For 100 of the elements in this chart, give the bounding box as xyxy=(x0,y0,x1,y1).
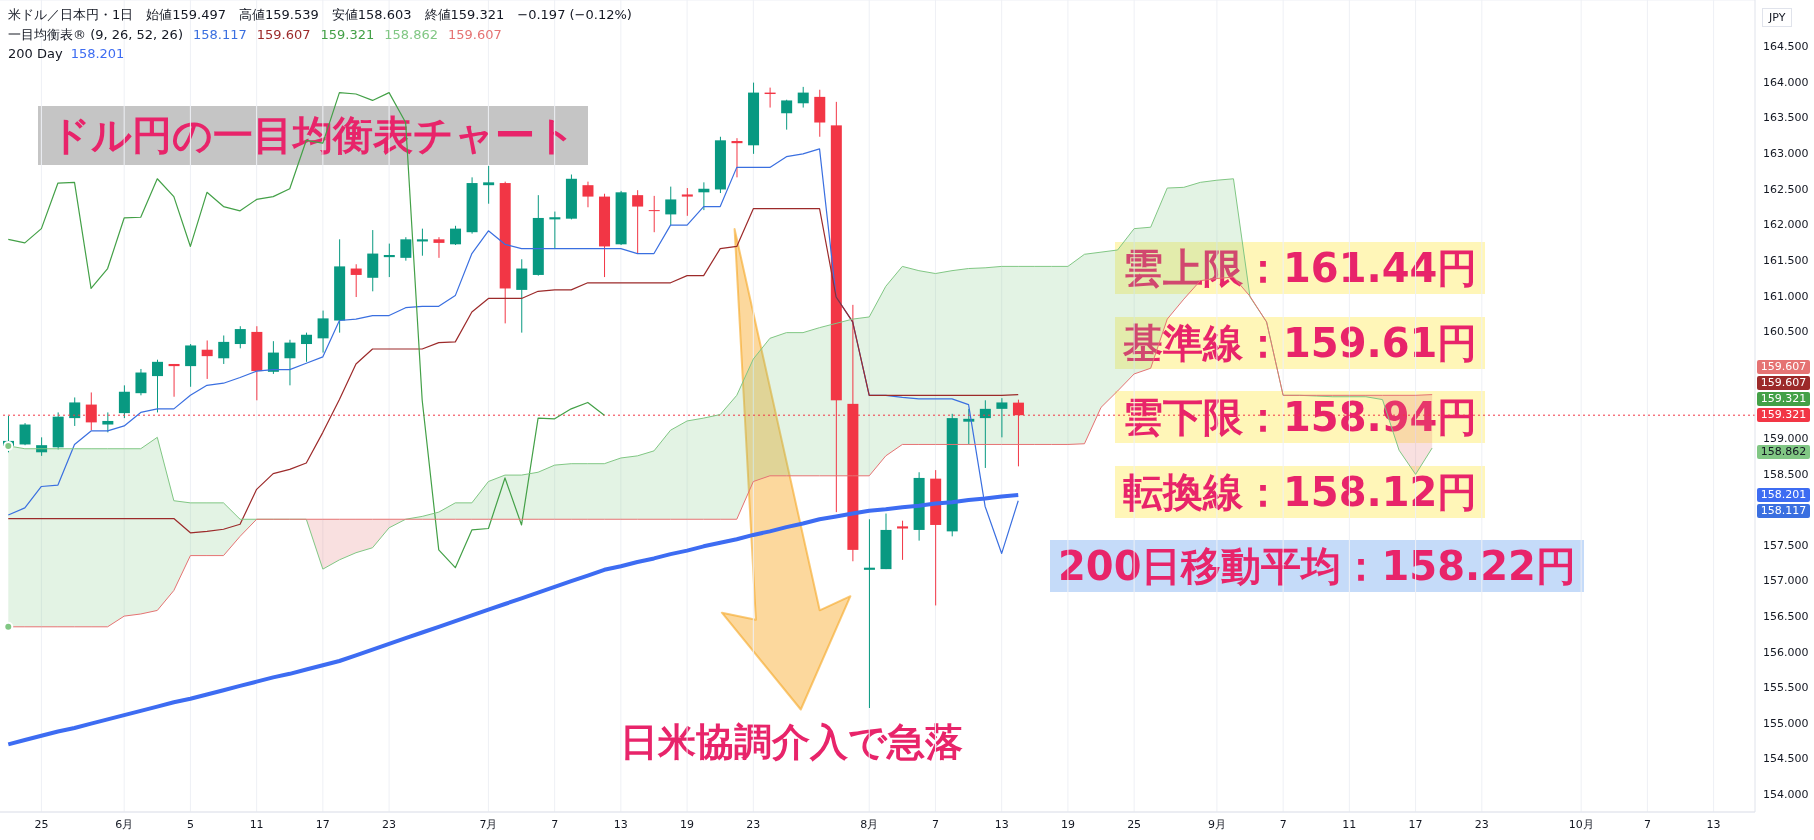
x-tick-label: 25 xyxy=(1127,817,1142,831)
annotation: 159.321 xyxy=(320,27,375,42)
x-tick-label: 7 xyxy=(551,817,559,831)
x-tick-label: 23 xyxy=(746,817,761,831)
annotation: 雲上限：161.44円 xyxy=(1115,242,1486,294)
x-tick-label: 9月 xyxy=(1207,817,1226,831)
text: 159.321 xyxy=(1757,408,1810,423)
x-tick-label: 7 xyxy=(931,817,939,831)
x-tick-label: 7月 xyxy=(479,817,498,831)
candlestick xyxy=(135,368,147,396)
candlestick xyxy=(69,396,81,427)
y-tick-label: 156.500 xyxy=(1763,610,1809,624)
candlestick xyxy=(996,397,1008,438)
x-tick-label: 17 xyxy=(1408,817,1423,831)
candlestick xyxy=(433,236,445,259)
annotation: 159.607 xyxy=(256,27,311,42)
x-tick-label: 8月 xyxy=(860,817,879,831)
y-tick-label: 162.000 xyxy=(1763,218,1809,232)
candlestick xyxy=(665,186,677,226)
y-tick-label: 164.000 xyxy=(1763,75,1809,89)
candlestick xyxy=(416,228,428,257)
y-tick-label: 159.000 xyxy=(1763,431,1809,445)
candlestick xyxy=(19,422,31,446)
annotation: 200日移動平均：158.22円 xyxy=(1050,540,1584,592)
x-tick-label: 7 xyxy=(1279,817,1287,831)
candlestick xyxy=(979,399,991,469)
annotation: 159.607 xyxy=(448,27,502,42)
x-tick-label: 5 xyxy=(186,817,194,831)
candlestick xyxy=(648,195,660,233)
x-tick-label: 6月 xyxy=(115,817,134,831)
x-tick-label: 11 xyxy=(1342,817,1357,831)
x-tick-label: 13 xyxy=(994,817,1009,831)
candlestick xyxy=(400,236,412,262)
text: 158.201 xyxy=(1757,488,1810,503)
candlestick xyxy=(582,181,594,208)
x-tick-label: 11 xyxy=(249,817,264,831)
candlestick xyxy=(284,339,296,386)
candlestick xyxy=(317,310,329,354)
y-tick-label: 161.500 xyxy=(1763,253,1809,267)
x-tick-label: 23 xyxy=(1474,817,1489,831)
annotation: 雲下限：158.94円 xyxy=(1115,391,1486,443)
annotation: 158.862 xyxy=(384,27,439,42)
y-tick-label: 154.000 xyxy=(1763,788,1809,802)
candlestick xyxy=(350,263,362,298)
candlestick xyxy=(681,187,693,217)
line-series xyxy=(7,92,605,569)
text: 159.321 xyxy=(1757,392,1810,407)
x-tick-label: 25 xyxy=(34,817,49,831)
candlestick xyxy=(234,325,246,349)
y-tick-label: 158.500 xyxy=(1763,467,1809,481)
y-tick-label: 156.000 xyxy=(1763,645,1809,659)
annotation: 日米協調介入で急落 xyxy=(619,719,964,766)
candlestick xyxy=(450,225,462,246)
y-tick-label: 157.000 xyxy=(1763,574,1809,588)
candlestick xyxy=(267,340,279,375)
annotation: 基準線：159.61円 xyxy=(1115,317,1486,369)
y-tick-label: 157.500 xyxy=(1763,538,1809,552)
candlestick xyxy=(897,520,909,561)
y-axis-title: JPY xyxy=(1762,8,1793,27)
x-tick-label: 19 xyxy=(680,817,695,831)
text: 159.607 xyxy=(1757,376,1810,391)
candlestick xyxy=(185,343,197,388)
x-tick-label: 13 xyxy=(1706,817,1721,831)
y-tick-label: 162.500 xyxy=(1763,182,1809,196)
legend-title: 一目均衡表® (9, 26, 52, 26) xyxy=(8,27,183,42)
candlestick xyxy=(152,359,164,413)
y-tick-label: 155.500 xyxy=(1763,681,1809,695)
text: 200 Day xyxy=(8,46,63,61)
candlestick xyxy=(201,339,213,380)
x-tick-label: 23 xyxy=(382,817,397,831)
y-tick-label: 160.500 xyxy=(1763,325,1809,339)
annotation: 158.117 xyxy=(192,27,247,42)
x-tick-label: 17 xyxy=(315,817,330,831)
y-tick-label: 155.000 xyxy=(1763,716,1809,730)
y-tick-label: 163.000 xyxy=(1763,147,1809,161)
candlestick xyxy=(781,99,793,131)
candlestick xyxy=(383,243,395,278)
annotation: 158.201 xyxy=(70,46,125,61)
text: 158.117 xyxy=(1757,504,1810,519)
candlestick xyxy=(549,211,561,250)
x-tick-label: 10月 xyxy=(1568,817,1594,831)
candlestick xyxy=(632,189,644,255)
x-tick-label: 19 xyxy=(1060,817,1075,831)
candlestick xyxy=(863,518,875,709)
candlestick xyxy=(963,408,975,445)
y-tick-label: 163.500 xyxy=(1763,111,1809,125)
y-tick-label: 161.000 xyxy=(1763,289,1809,303)
candlestick xyxy=(218,334,230,365)
x-tick-label: 13 xyxy=(613,817,628,831)
annotation: 転換線：158.12円 xyxy=(1115,466,1486,518)
candlestick xyxy=(118,384,130,419)
text: 159.607 xyxy=(1757,360,1810,375)
y-tick-label: 164.500 xyxy=(1763,40,1809,54)
line-series xyxy=(7,208,1019,534)
x-tick-label: 7 xyxy=(1643,817,1651,831)
text: 米ドル／日本円・1日 始値159.497 高値159.539 安値158.603 終値159.321 −0.197 (−0.12%) xyxy=(8,6,632,24)
text: 158.862 xyxy=(1757,445,1810,460)
y-tick-label: 154.500 xyxy=(1763,752,1809,766)
candlestick xyxy=(301,332,313,363)
candlestick xyxy=(797,86,809,109)
